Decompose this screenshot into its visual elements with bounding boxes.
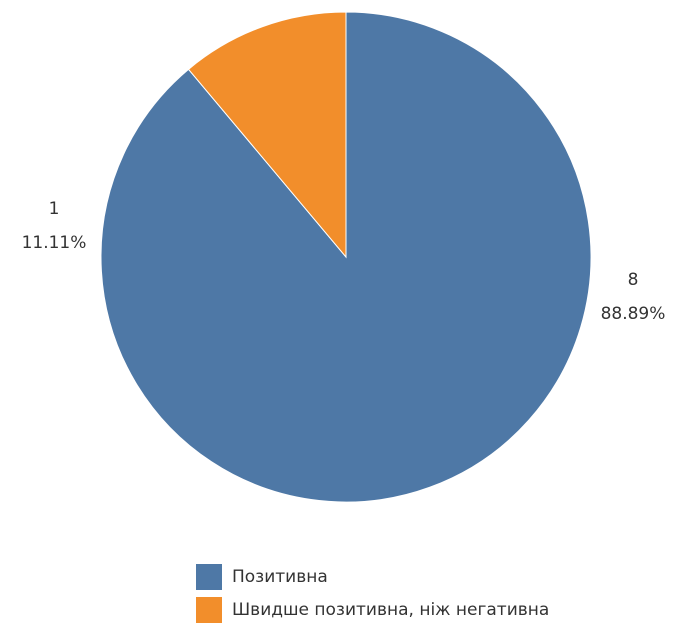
chart-legend: Позитивна Швидше позитивна, ніж негативн… [196,564,549,630]
legend-item-pozytyvna[interactable]: Позитивна [196,564,549,590]
legend-swatch [196,564,222,590]
slice-label-percent-1: 11.11% [22,233,87,253]
legend-item-shvydshe-pozytyvna[interactable]: Швидше позитивна, ніж негативна [196,597,549,623]
slice-label-percent-0: 88.89% [601,304,666,324]
pie-slice-1[interactable] [187,11,347,259]
pie-labels: 8 88.89% 1 11.11% [22,199,666,324]
pie-chart-svg: 8 88.89% 1 11.11% [22,11,666,503]
slice-label-value-1: 1 [49,199,60,219]
legend-label: Швидше позитивна, ніж негативна [232,600,550,620]
slice-label-value-0: 8 [628,270,639,290]
legend-label: Позитивна [232,567,328,587]
legend-swatch [196,597,222,623]
pie-slices [100,11,592,503]
